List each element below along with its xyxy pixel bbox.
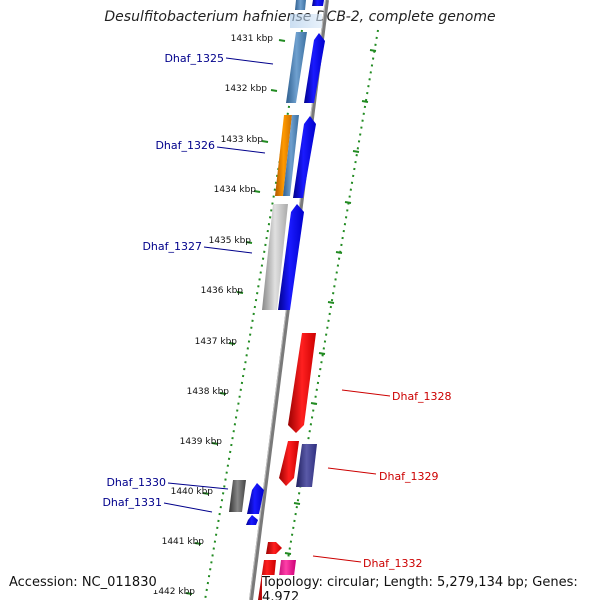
gene-arrow-dhaf-1325[interactable] xyxy=(304,33,325,103)
kbp-label: 1437 kbp xyxy=(195,337,238,347)
kbp-label: 1440 kbp xyxy=(171,487,214,497)
gene-label-dhaf-1332[interactable]: Dhaf_1332 xyxy=(363,557,423,570)
gene-label-dhaf-1328[interactable]: Dhaf_1328 xyxy=(392,390,452,403)
gene-arrow-dhaf-1325-domain[interactable] xyxy=(286,32,307,103)
topology-text: Topology: circular; Length: 5,279,134 bp… xyxy=(262,575,600,600)
gene-arrow-small[interactable] xyxy=(246,515,258,525)
gene-arrow-dhaf-1326-domain2[interactable] xyxy=(283,115,299,196)
reverse-strand-features xyxy=(258,333,317,600)
kbp-label: 1433 kbp xyxy=(221,135,264,145)
gene-arrow-dhaf-1330[interactable] xyxy=(229,480,246,512)
gene-labels: Dhaf_1325 Dhaf_1326 Dhaf_1327 Dhaf_1328 … xyxy=(102,52,451,570)
gene-label-dhaf-1329[interactable]: Dhaf_1329 xyxy=(379,470,439,483)
forward-strand-features xyxy=(229,0,325,525)
gene-arrow-dhaf-1331[interactable] xyxy=(247,483,264,514)
kbp-label: 1442 kbp xyxy=(153,587,196,597)
gene-arrow-dhaf-1332[interactable] xyxy=(266,542,282,554)
gene-label-dhaf-1331[interactable]: Dhaf_1331 xyxy=(102,496,162,509)
gene-arrow-dhaf-1327-domain[interactable] xyxy=(262,204,288,310)
kbp-label: 1438 kbp xyxy=(187,387,230,397)
gene-arrow-dhaf-1327[interactable] xyxy=(278,204,304,310)
gene-arrow[interactable] xyxy=(312,0,324,6)
gene-label-dhaf-1330[interactable]: Dhaf_1330 xyxy=(106,476,166,489)
kbp-label: 1434 kbp xyxy=(214,185,257,195)
gene-arrow-dhaf-1328[interactable] xyxy=(288,333,316,433)
gene-label-dhaf-1326[interactable]: Dhaf_1326 xyxy=(155,139,215,152)
highlight-region xyxy=(290,14,322,28)
label-connectors xyxy=(163,57,391,563)
kbp-label: 1441 kbp xyxy=(162,537,205,547)
gene-arrow-dhaf-1326[interactable] xyxy=(293,116,316,198)
inner-major-ticks xyxy=(185,39,286,595)
gene-arrow[interactable] xyxy=(295,0,306,10)
kbp-label: 1432 kbp xyxy=(225,84,268,94)
kbp-label: 1435 kbp xyxy=(209,236,252,246)
kbp-label: 1431 kbp xyxy=(231,34,274,44)
kbp-label: 1439 kbp xyxy=(180,437,223,447)
gene-arrow-dhaf-1326-domain[interactable] xyxy=(275,115,292,196)
gene-label-dhaf-1327[interactable]: Dhaf_1327 xyxy=(142,240,202,253)
gene-arrow-dhaf-1329[interactable] xyxy=(279,441,299,486)
gene-arrow-dhaf-1329-domain[interactable] xyxy=(296,444,317,487)
gene-label-dhaf-1325[interactable]: Dhaf_1325 xyxy=(164,52,224,65)
accession-text: Accession: NC_011830 xyxy=(9,575,157,590)
kbp-label: 1436 kbp xyxy=(201,286,244,296)
kbp-labels: 1431 kbp 1432 kbp 1433 kbp 1434 kbp 1435… xyxy=(153,34,274,597)
